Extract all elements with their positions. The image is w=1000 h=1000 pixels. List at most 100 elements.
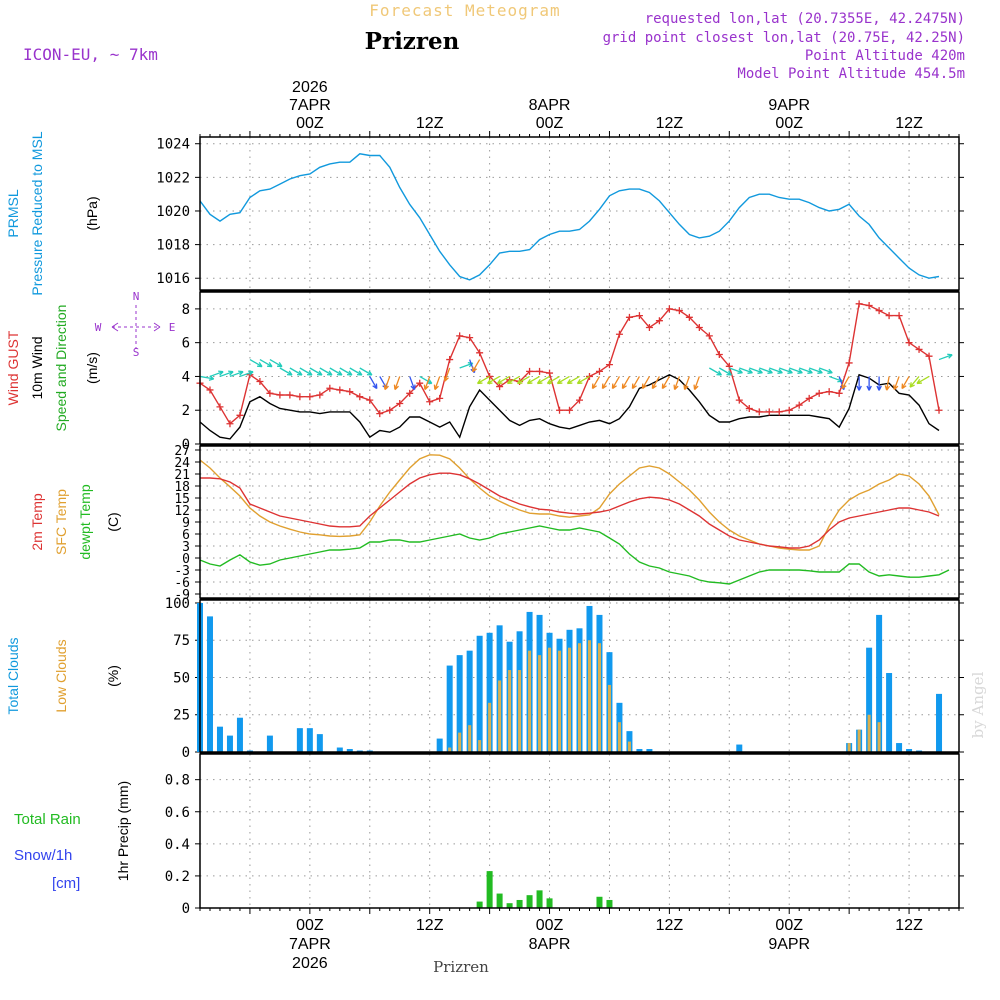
bottom-time-label: 12Z xyxy=(656,917,684,934)
bar-total-clouds xyxy=(446,665,453,752)
bar-total-clouds xyxy=(466,650,473,752)
wind-vector xyxy=(866,376,872,391)
point-altitude: Point Altitude 420m xyxy=(805,48,965,64)
gust-marker xyxy=(566,406,574,414)
bar-low-clouds xyxy=(538,655,542,752)
bar-total-clouds xyxy=(456,655,463,752)
bar-low-clouds xyxy=(578,643,581,752)
gust-marker xyxy=(336,386,344,394)
series-dewpt-temp xyxy=(199,525,950,585)
gust-marker xyxy=(745,405,753,413)
y-tick-label: 0.4 xyxy=(165,837,190,853)
panel-pressure: 1016 1018 1020 1022 1024 PRMSL Pressure Reduce… xyxy=(5,131,964,296)
wind-vector xyxy=(566,375,580,385)
series-2m-temp xyxy=(200,472,940,549)
compass-w: W xyxy=(95,321,102,334)
bar-total-clouds xyxy=(216,726,223,752)
wind-vector xyxy=(729,367,743,374)
gust-marker xyxy=(216,403,224,411)
wind-vector xyxy=(556,375,570,385)
wind-vector xyxy=(433,376,441,391)
bar-total-rain xyxy=(496,893,503,908)
y-tick-label: 100 xyxy=(165,596,190,612)
wind-vector xyxy=(219,370,234,378)
gust-marker xyxy=(915,345,923,353)
wind-vector xyxy=(576,375,590,385)
gust-marker xyxy=(785,406,793,414)
bottom-time-label: 00Z xyxy=(536,917,564,934)
y-axis-label: Wind GUST xyxy=(5,330,21,405)
gust-marker xyxy=(905,339,913,347)
y-tick-label: 0.6 xyxy=(165,805,190,821)
gust-marker xyxy=(466,334,474,342)
meteogram-subtitle: Forecast Meteogram xyxy=(369,1,560,20)
bar-low-clouds xyxy=(488,702,492,752)
station-title: Prizren xyxy=(365,28,460,55)
gust-marker xyxy=(625,313,633,321)
gust-marker xyxy=(236,411,244,419)
y-axis-label: Speed and Direction xyxy=(53,305,69,432)
top-time-label: 00Z xyxy=(296,115,324,132)
y-tick-label: 0 xyxy=(182,552,190,567)
gust-marker xyxy=(835,389,843,397)
wind-vector xyxy=(486,375,500,385)
wind-vector xyxy=(641,376,650,390)
wind-vector xyxy=(289,367,303,376)
series-wind-gust xyxy=(199,302,940,425)
panel-frame xyxy=(199,291,960,445)
bar-total-rain xyxy=(606,899,613,908)
wind-vector xyxy=(901,376,910,390)
precip-legend-entry: Snow/1h xyxy=(14,847,72,864)
wind-vector xyxy=(789,367,803,374)
wind-vector xyxy=(683,376,690,391)
bar-low-clouds xyxy=(548,647,552,752)
wind-vector xyxy=(309,367,323,376)
y-tick-label: 25 xyxy=(173,708,190,724)
bar-total-clouds xyxy=(886,673,893,752)
gust-marker xyxy=(935,406,943,414)
bottom-time-label: 2026 xyxy=(292,955,328,972)
gust-marker xyxy=(356,393,364,401)
bar-total-rain xyxy=(486,871,493,908)
bar-total-clouds xyxy=(206,616,213,752)
gust-marker xyxy=(755,408,763,416)
top-time-label: 00Z xyxy=(536,115,564,132)
gust-marker xyxy=(386,406,394,414)
bar-total-clouds xyxy=(736,744,743,752)
gust-marker xyxy=(406,389,414,397)
series-prmsl xyxy=(199,153,940,281)
wind-vector xyxy=(673,376,680,391)
y-tick-label: -9 xyxy=(174,588,190,603)
wind-vector xyxy=(856,376,862,391)
wind-vector xyxy=(759,367,773,374)
bar-total-rain xyxy=(536,890,543,908)
wind-vector xyxy=(229,370,244,378)
precip-legend-entry: Total Rain xyxy=(14,811,81,828)
gust-marker xyxy=(675,307,683,315)
gust-marker xyxy=(795,401,803,409)
gust-marker xyxy=(765,408,773,416)
bar-total-clouds xyxy=(486,632,493,752)
bar-total-rain xyxy=(526,895,533,908)
wind-vector xyxy=(339,367,353,376)
wind-vector xyxy=(916,375,930,385)
compass-e: E xyxy=(169,321,176,334)
bar-low-clouds xyxy=(847,743,851,752)
y-tick-label: 15 xyxy=(174,492,190,507)
bar-low-clouds xyxy=(468,725,472,752)
wind-vector xyxy=(546,375,560,385)
y-tick-label: 4 xyxy=(182,369,190,385)
y-axis-label: Total Clouds xyxy=(5,637,21,714)
bottom-time-axis: 00Z 7APR 2026 12Z 00Z 8APR 12Z 00Z 9APR 12Z xyxy=(199,908,960,972)
gust-marker xyxy=(865,302,873,310)
wind-vector xyxy=(611,376,621,390)
top-time-label: 12Z xyxy=(656,115,684,132)
wind-vector xyxy=(876,376,882,391)
wind-vector xyxy=(383,376,391,391)
bar-low-clouds xyxy=(877,722,881,752)
gust-marker xyxy=(546,369,554,377)
y-tick-label: -6 xyxy=(174,576,190,591)
gust-marker xyxy=(615,330,623,338)
